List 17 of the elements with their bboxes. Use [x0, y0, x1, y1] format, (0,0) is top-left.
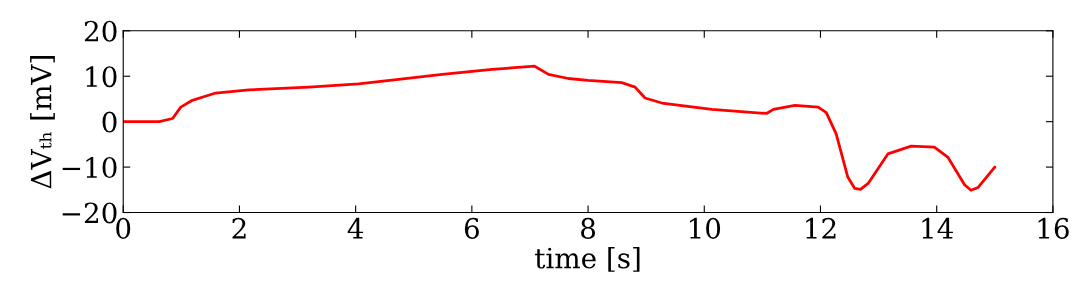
y-tick-label: 0 [102, 111, 117, 133]
y-tick-label: 20 [84, 20, 117, 42]
x-axis-title: time [s] [535, 247, 640, 272]
x-tick-label: 0 [116, 217, 131, 239]
x-tick-label: 14 [922, 217, 953, 239]
x-tick-label: 6 [464, 217, 479, 239]
x-tick-label: 10 [689, 217, 721, 239]
x-tick-label: 12 [806, 217, 836, 239]
y-axis-title: ΔVₜₕ [mV] [30, 56, 55, 189]
x-tick-label: 8 [581, 217, 596, 239]
line-series [123, 64, 997, 192]
y-tick-label: −20 [62, 202, 117, 224]
y-tick-label: −10 [62, 157, 117, 179]
x-tick-label: 2 [232, 217, 246, 239]
x-tick-label: 4 [347, 217, 364, 239]
x-tick-label: 16 [1038, 217, 1069, 239]
y-tick-label: 10 [86, 66, 117, 88]
